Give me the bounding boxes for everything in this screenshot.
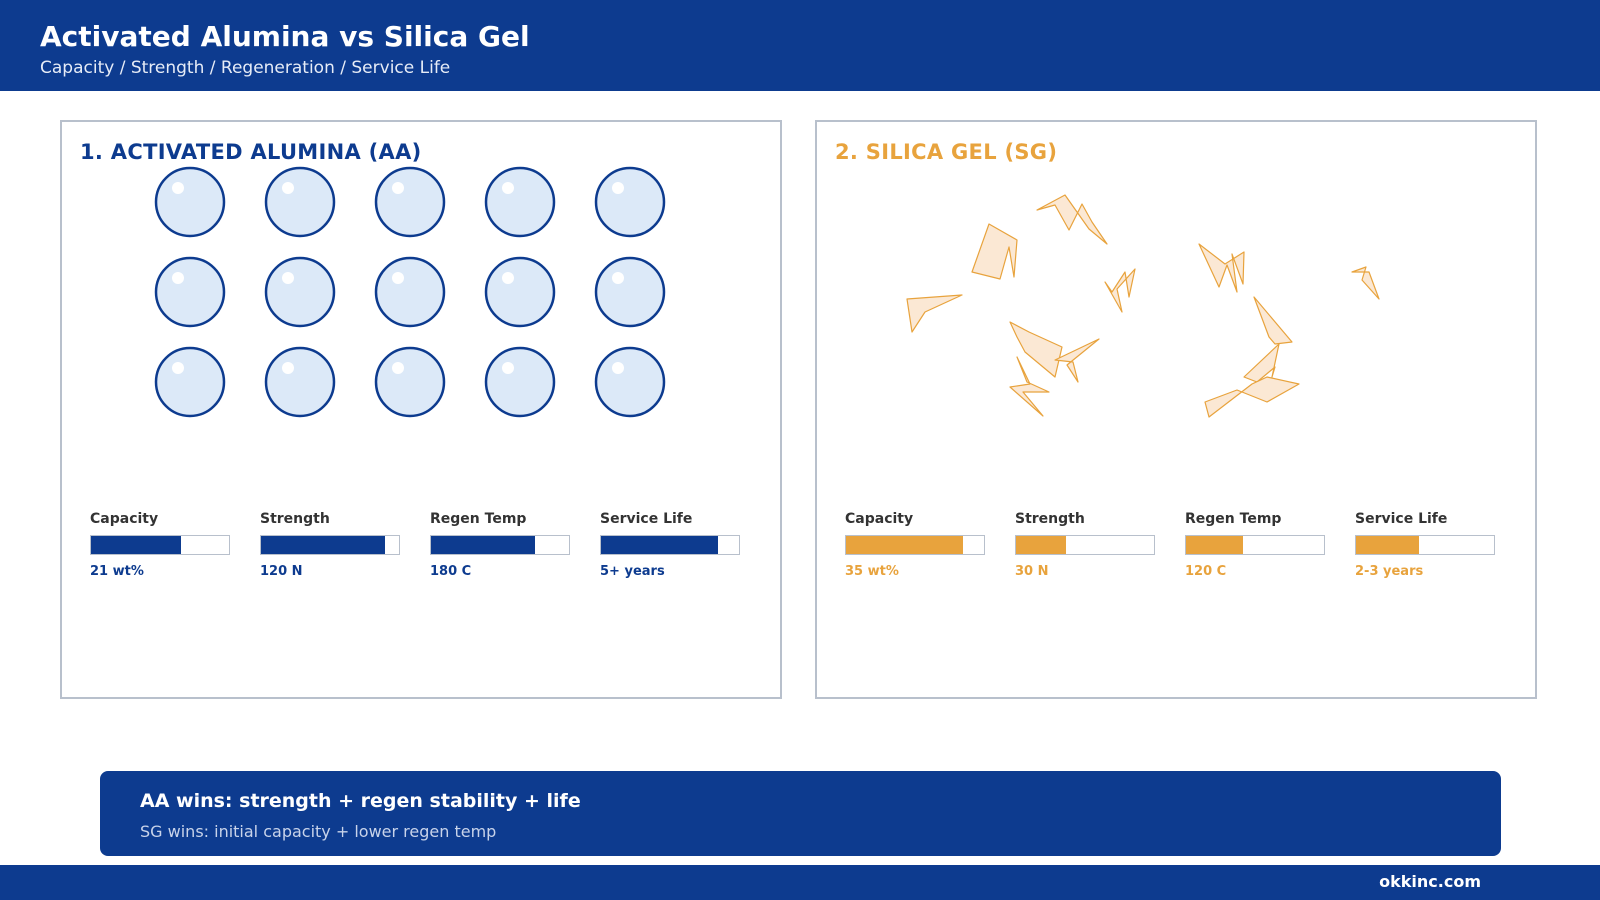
- metric-strength-aa: Strength 120 N: [260, 511, 410, 579]
- summary-sg-wins: SG wins: initial capacity + lower regen …: [140, 822, 497, 841]
- alumina-bead: [594, 346, 666, 418]
- metric-regen-temp-aa: Regen Temp 180 C: [430, 511, 580, 579]
- alumina-bead: [264, 346, 336, 418]
- footer-brand: okkinc.com: [1379, 872, 1481, 891]
- silica-fragment: [1204, 376, 1300, 418]
- silica-fragment: [1198, 243, 1245, 293]
- silica-fragment: [971, 223, 1018, 280]
- header-banner: Activated Alumina vs Silica Gel Capacity…: [0, 0, 1600, 91]
- metric-bar-track: [90, 535, 230, 555]
- summary-aa-wins: AA wins: strength + regen stability + li…: [140, 790, 581, 812]
- metric-value: 5+ years: [600, 564, 665, 579]
- silica-fragment: [1104, 268, 1136, 313]
- metric-bar-fill: [1186, 536, 1243, 554]
- metric-bar-track: [260, 535, 400, 555]
- alumina-bead: [374, 346, 446, 418]
- metric-capacity-aa: Capacity 21 wt%: [90, 511, 240, 579]
- silica-fragment: [1351, 266, 1380, 300]
- silica-fragment: [1009, 321, 1063, 378]
- metric-bar-fill: [601, 536, 719, 554]
- alumina-bead: [154, 346, 226, 418]
- alumina-bead: [154, 166, 226, 238]
- metric-service-life-aa: Service Life 5+ years: [600, 511, 750, 579]
- metric-bar-track: [1185, 535, 1325, 555]
- metric-strength-sg: Strength 30 N: [1015, 511, 1165, 579]
- alumina-bead: [374, 166, 446, 238]
- metric-bar-track: [1015, 535, 1155, 555]
- metric-bar-fill: [261, 536, 386, 554]
- alumina-bead: [484, 256, 556, 328]
- silica-fragment: [1009, 356, 1050, 417]
- metric-label: Service Life: [600, 511, 693, 527]
- metric-label: Capacity: [90, 511, 159, 527]
- metric-bar-track: [430, 535, 570, 555]
- silica-fragment: [1036, 194, 1108, 245]
- alumina-bead: [594, 256, 666, 328]
- metric-label: Regen Temp: [1185, 511, 1282, 527]
- panel-silica-gel: 2. SILICA GEL (SG) Capacity 35 wt% Stren…: [815, 120, 1537, 699]
- metric-bar-fill: [846, 536, 964, 554]
- alumina-bead: [264, 256, 336, 328]
- metric-bar-track: [600, 535, 740, 555]
- alumina-bead: [594, 166, 666, 238]
- panel-title-aa: 1. ACTIVATED ALUMINA (AA): [80, 140, 422, 164]
- page-subtitle: Capacity / Strength / Regeneration / Ser…: [40, 58, 451, 78]
- metric-value: 180 C: [430, 564, 472, 579]
- panel-activated-alumina: 1. ACTIVATED ALUMINA (AA) Capacity 21 wt…: [60, 120, 782, 699]
- metric-label: Strength: [1015, 511, 1085, 527]
- silica-fragment: [1253, 296, 1293, 345]
- alumina-beads-illustration: [154, 166, 666, 418]
- metric-label: Strength: [260, 511, 330, 527]
- alumina-bead: [154, 256, 226, 328]
- metric-service-life-sg: Service Life 2-3 years: [1355, 511, 1505, 579]
- metric-bar-fill: [1356, 536, 1420, 554]
- metric-label: Service Life: [1355, 511, 1448, 527]
- metric-value: 21 wt%: [90, 564, 144, 579]
- metric-value: 120 C: [1185, 564, 1227, 579]
- metric-bar-fill: [431, 536, 535, 554]
- alumina-bead: [484, 346, 556, 418]
- footer-bar: okkinc.com: [0, 865, 1600, 900]
- metric-label: Capacity: [845, 511, 914, 527]
- silica-fragments-illustration: [906, 194, 1380, 418]
- metric-regen-temp-sg: Regen Temp 120 C: [1185, 511, 1335, 579]
- metric-bar-track: [1355, 535, 1495, 555]
- metric-value: 30 N: [1015, 564, 1049, 579]
- alumina-bead: [374, 256, 446, 328]
- metric-bar-fill: [91, 536, 181, 554]
- metric-capacity-sg: Capacity 35 wt%: [845, 511, 995, 579]
- metric-value: 35 wt%: [845, 564, 899, 579]
- alumina-bead: [264, 166, 336, 238]
- silica-fragment: [1243, 343, 1280, 383]
- silica-fragment: [906, 294, 963, 333]
- metric-bar-track: [845, 535, 985, 555]
- metric-bar-fill: [1016, 536, 1066, 554]
- summary-banner: AA wins: strength + regen stability + li…: [100, 771, 1501, 856]
- panel-title-sg: 2. SILICA GEL (SG): [835, 140, 1058, 164]
- alumina-bead: [484, 166, 556, 238]
- metric-label: Regen Temp: [430, 511, 527, 527]
- metric-value: 120 N: [260, 564, 303, 579]
- metric-value: 2-3 years: [1355, 564, 1424, 579]
- silica-fragment: [1054, 338, 1100, 383]
- page-title: Activated Alumina vs Silica Gel: [40, 20, 530, 53]
